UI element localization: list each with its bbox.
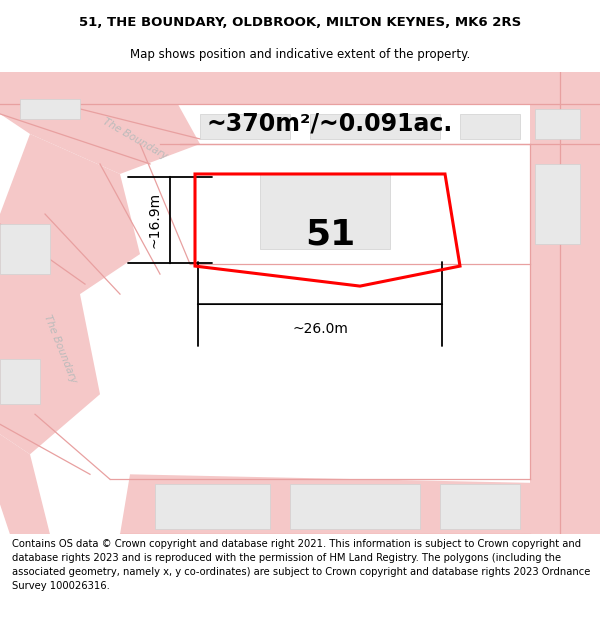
- Polygon shape: [530, 72, 600, 534]
- Polygon shape: [200, 114, 290, 139]
- Text: 51, THE BOUNDARY, OLDBROOK, MILTON KEYNES, MK6 2RS: 51, THE BOUNDARY, OLDBROOK, MILTON KEYNE…: [79, 16, 521, 29]
- Text: ~16.9m: ~16.9m: [148, 192, 162, 248]
- Polygon shape: [0, 434, 50, 534]
- Polygon shape: [310, 114, 440, 139]
- Text: Contains OS data © Crown copyright and database right 2021. This information is : Contains OS data © Crown copyright and d…: [12, 539, 590, 591]
- Text: Map shows position and indicative extent of the property.: Map shows position and indicative extent…: [130, 48, 470, 61]
- Text: ~26.0m: ~26.0m: [292, 322, 348, 336]
- Text: ~370m²/~0.091ac.: ~370m²/~0.091ac.: [207, 112, 453, 136]
- Text: The Boundary: The Boundary: [42, 314, 78, 385]
- Polygon shape: [0, 264, 100, 454]
- Polygon shape: [20, 99, 80, 119]
- Polygon shape: [0, 224, 50, 274]
- Polygon shape: [155, 484, 270, 529]
- Polygon shape: [120, 474, 600, 534]
- Polygon shape: [440, 484, 520, 529]
- Polygon shape: [0, 72, 200, 174]
- Text: 51: 51: [305, 217, 355, 251]
- Polygon shape: [460, 114, 520, 139]
- Polygon shape: [0, 72, 600, 104]
- Polygon shape: [290, 484, 420, 529]
- Polygon shape: [535, 109, 580, 139]
- Polygon shape: [535, 164, 580, 244]
- Polygon shape: [0, 359, 40, 404]
- Polygon shape: [260, 174, 390, 249]
- Text: The Boundary: The Boundary: [101, 116, 169, 161]
- Polygon shape: [0, 134, 140, 294]
